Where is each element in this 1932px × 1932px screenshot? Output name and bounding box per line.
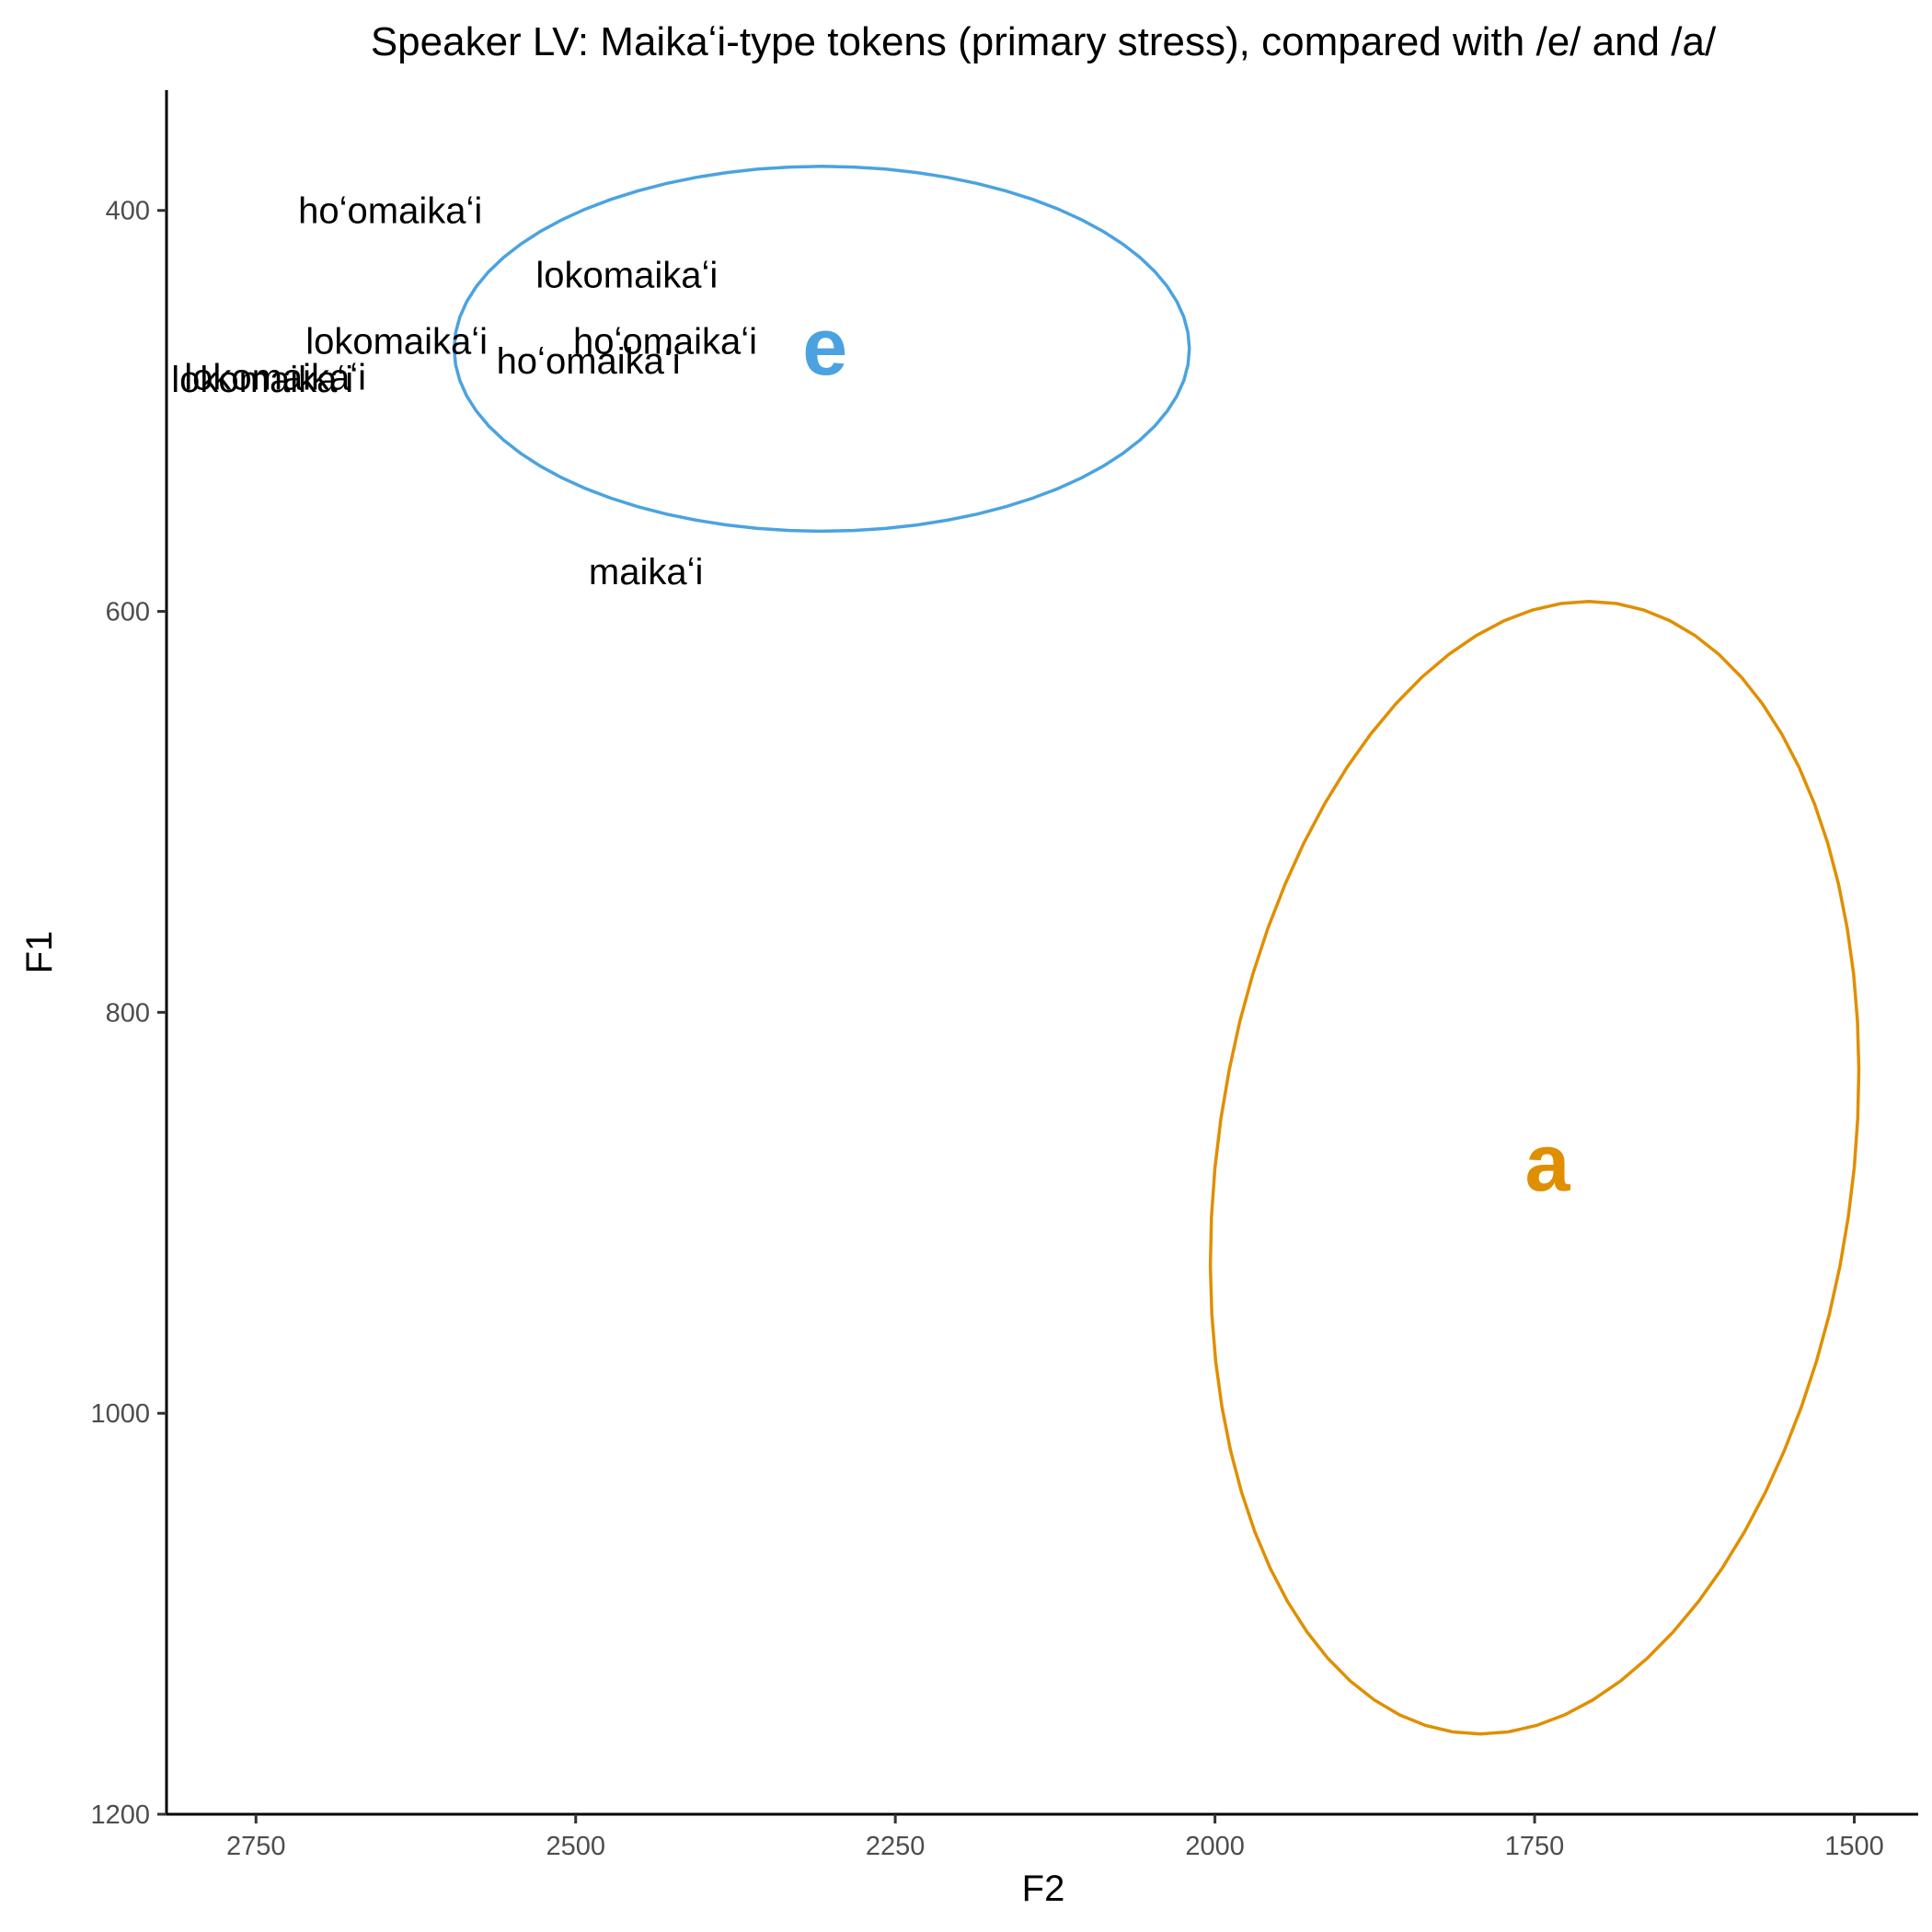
y-tick-label: 1000: [90, 1399, 150, 1429]
x-tick-label: 2250: [866, 1832, 926, 1861]
vowel-ellipse-a: [1208, 599, 1861, 1736]
y-axis-ticks: 400 600 800 1000 1200: [90, 197, 167, 1830]
token-label: lokomaikaʻi: [184, 358, 366, 398]
x-tick-label: 2000: [1185, 1832, 1245, 1861]
token-label: lokomaikaʻi: [535, 255, 718, 295]
token-label: hoʻomaikaʻi: [497, 341, 681, 382]
token-label: lokomaikaʻi: [305, 321, 488, 362]
y-tick-label: 800: [106, 998, 150, 1028]
x-tick-label: 1750: [1505, 1832, 1565, 1861]
x-tick-label: 1500: [1824, 1832, 1884, 1861]
y-tick-label: 400: [106, 197, 150, 226]
token-label: hoʻomaikaʻi: [298, 191, 482, 232]
y-tick-label: 1200: [90, 1800, 150, 1830]
x-tick-label: 2500: [546, 1832, 605, 1861]
vowel-label-a: a: [1524, 1117, 1570, 1208]
token-label: maikaʻi: [589, 552, 703, 592]
x-axis-ticks: 2750 2500 2250 2000 1750 1500: [226, 1814, 1884, 1861]
vowel-category-labels: ea: [802, 301, 1570, 1208]
chart-title: Speaker LV: Maikaʻi-type tokens (primary…: [371, 19, 1717, 64]
y-tick-label: 600: [106, 598, 150, 627]
vowel-label-e: e: [802, 301, 847, 392]
y-axis-label: F1: [19, 931, 60, 974]
x-axis-label: F2: [1022, 1869, 1065, 1909]
token-label: lokomaikaʻi: [171, 360, 353, 400]
vowel-ellipse-e: [452, 165, 1191, 534]
token-label: hoʻomaikaʻi: [573, 321, 757, 362]
x-tick-label: 2750: [226, 1832, 286, 1861]
vowel-ellipses: [452, 165, 1861, 1736]
